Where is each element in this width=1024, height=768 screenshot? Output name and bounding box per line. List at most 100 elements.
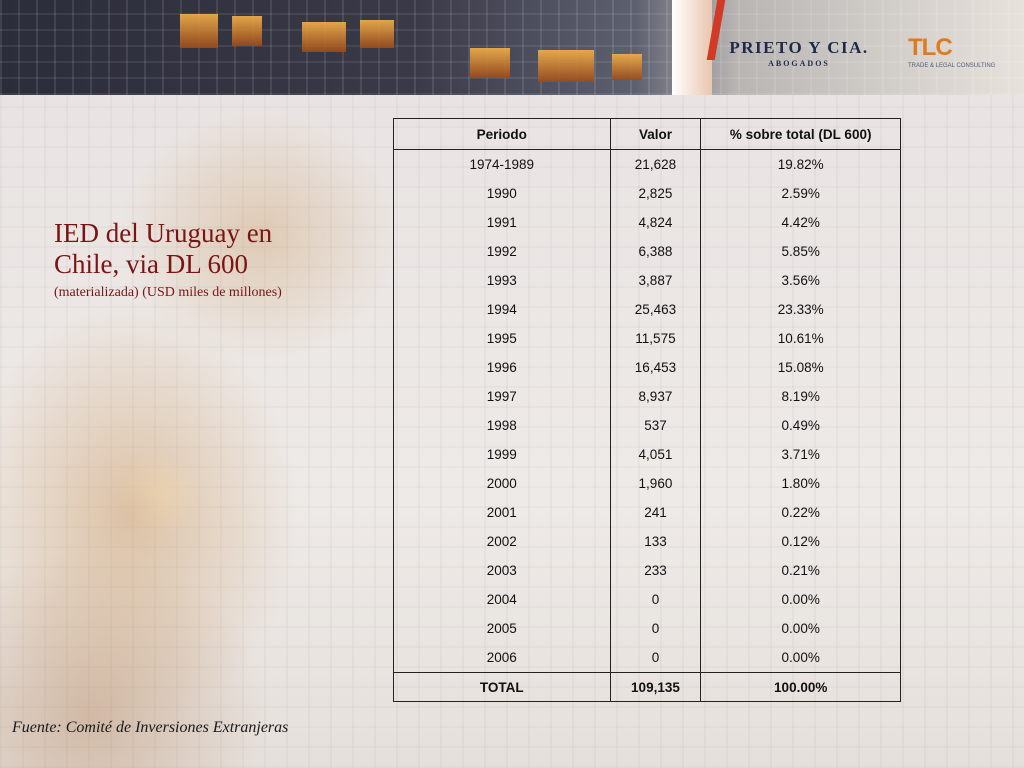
firm-subtitle: ABOGADOS: [768, 59, 830, 68]
tlc-logo: TLC TRADE & LEGAL CONSULTING: [908, 34, 998, 70]
slide-subtitle: (materializada) (USD miles de millones): [54, 285, 282, 300]
cell-percent: 8.19%: [700, 382, 901, 411]
investment-table: Periodo Valor % sobre total (DL 600) 197…: [393, 118, 901, 702]
table-row: 1993 3,887 3.56%: [393, 266, 901, 295]
cell-percent: 3.56%: [700, 266, 901, 295]
cell-percent: 0.00%: [700, 614, 901, 643]
cell-periodo: 1999: [393, 440, 611, 469]
table-row: 1994 25,463 23.33%: [393, 295, 901, 324]
cell-percent: 0.22%: [700, 498, 901, 527]
cell-valor: 4,824: [609, 208, 702, 237]
lit-window: [538, 50, 594, 82]
cell-percent: 23.33%: [700, 295, 901, 324]
cell-periodo: 1996: [393, 353, 611, 382]
total-percent: 100.00%: [700, 672, 901, 702]
header-photo-banner: [0, 0, 1024, 95]
cell-percent: 10.61%: [700, 324, 901, 353]
slide-title: IED del Uruguay en Chile, via DL 600: [54, 218, 273, 279]
cell-valor: 11,575: [609, 324, 702, 353]
cell-percent: 4.42%: [700, 208, 901, 237]
table-row: 1998 537 0.49%: [393, 411, 901, 440]
cell-percent: 0.00%: [700, 585, 901, 614]
title-block: IED del Uruguay en Chile, via DL 600 (ma…: [54, 218, 314, 302]
cell-percent: 3.71%: [700, 440, 901, 469]
cell-periodo: 2004: [393, 585, 611, 614]
cell-valor: 537: [609, 411, 702, 440]
cell-valor: 133: [609, 527, 702, 556]
cell-percent: 19.82%: [700, 149, 901, 179]
table-row: 1992 6,388 5.85%: [393, 237, 901, 266]
cell-periodo: 1998: [393, 411, 611, 440]
header-valor: Valor: [609, 118, 702, 150]
lit-window: [302, 22, 346, 52]
cell-periodo: 1992: [393, 237, 611, 266]
cell-periodo: 1994: [393, 295, 611, 324]
table-row: 1974-1989 21,628 19.82%: [393, 149, 901, 179]
cell-valor: 0: [609, 643, 702, 673]
table-row: 1996 16,453 15.08%: [393, 353, 901, 382]
cell-valor: 1,960: [609, 469, 702, 498]
table-row: 2001 241 0.22%: [393, 498, 901, 527]
cell-valor: 6,388: [609, 237, 702, 266]
firm-name: PRIETO Y CIA.: [729, 38, 869, 57]
cell-periodo: 2000: [393, 469, 611, 498]
cell-periodo: 1995: [393, 324, 611, 353]
cell-percent: 0.49%: [700, 411, 901, 440]
table-row: 1999 4,051 3.71%: [393, 440, 901, 469]
cell-periodo: 1991: [393, 208, 611, 237]
cell-valor: 0: [609, 614, 702, 643]
cell-valor: 16,453: [609, 353, 702, 382]
lit-window: [612, 54, 642, 80]
cell-periodo: 1990: [393, 179, 611, 208]
table-row: 1991 4,824 4.42%: [393, 208, 901, 237]
cell-periodo: 1974-1989: [393, 149, 611, 179]
cell-valor: 241: [609, 498, 702, 527]
cell-valor: 2,825: [609, 179, 702, 208]
table-row: 1997 8,937 8.19%: [393, 382, 901, 411]
lit-window: [232, 16, 262, 46]
total-label: TOTAL: [393, 672, 611, 702]
table-row: 2004 0 0.00%: [393, 585, 901, 614]
tlc-tagline: TRADE & LEGAL CONSULTING: [908, 63, 996, 69]
cell-percent: 0.00%: [700, 643, 901, 673]
cell-periodo: 1997: [393, 382, 611, 411]
cell-periodo: 2001: [393, 498, 611, 527]
prieto-logo: PRIETO Y CIA. ABOGADOS: [724, 38, 874, 68]
table-row: 2006 0 0.00%: [393, 643, 901, 673]
lit-window: [360, 20, 394, 48]
cell-percent: 2.59%: [700, 179, 901, 208]
cell-periodo: 2003: [393, 556, 611, 585]
cell-periodo: 1993: [393, 266, 611, 295]
cell-percent: 1.80%: [700, 469, 901, 498]
cell-valor: 8,937: [609, 382, 702, 411]
cell-percent: 15.08%: [700, 353, 901, 382]
cell-valor: 25,463: [609, 295, 702, 324]
cell-periodo: 2002: [393, 527, 611, 556]
table-header-row: Periodo Valor % sobre total (DL 600): [393, 118, 901, 150]
source-note: Fuente: Comité de Inversiones Extranjera…: [12, 719, 289, 736]
header-percent: % sobre total (DL 600): [700, 118, 901, 150]
lit-window: [180, 14, 218, 48]
table-row: 1990 2,825 2.59%: [393, 179, 901, 208]
table-row: 2002 133 0.12%: [393, 527, 901, 556]
building-facade: [672, 0, 712, 95]
cell-percent: 0.12%: [700, 527, 901, 556]
total-valor: 109,135: [609, 672, 702, 702]
table-row: 2005 0 0.00%: [393, 614, 901, 643]
cell-percent: 0.21%: [700, 556, 901, 585]
cell-periodo: 2006: [393, 643, 611, 673]
cell-valor: 3,887: [609, 266, 702, 295]
cell-valor: 4,051: [609, 440, 702, 469]
cell-valor: 0: [609, 585, 702, 614]
cell-percent: 5.85%: [700, 237, 901, 266]
cell-periodo: 2005: [393, 614, 611, 643]
header-periodo: Periodo: [393, 118, 611, 150]
table-total-row: TOTAL 109,135 100.00%: [393, 672, 901, 702]
cell-valor: 21,628: [609, 149, 702, 179]
cell-valor: 233: [609, 556, 702, 585]
table-row: 1995 11,575 10.61%: [393, 324, 901, 353]
lit-window: [470, 48, 510, 78]
table-row: 2003 233 0.21%: [393, 556, 901, 585]
table-row: 2000 1,960 1.80%: [393, 469, 901, 498]
tlc-mark: TLC: [908, 34, 953, 61]
